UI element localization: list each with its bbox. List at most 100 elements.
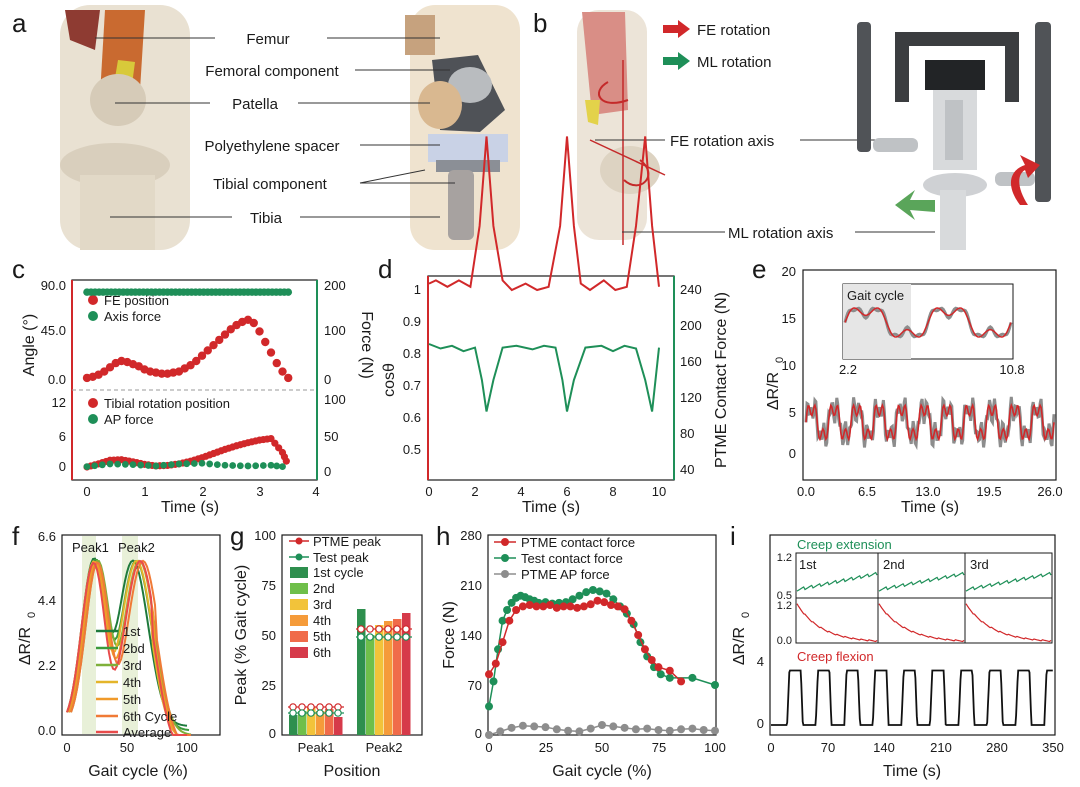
svg-text:0: 0: [767, 740, 774, 755]
bar: [366, 635, 375, 735]
svg-text:5: 5: [789, 405, 796, 420]
svg-text:AP force: AP force: [104, 412, 154, 427]
xlabel-f: Gait cycle (%): [88, 763, 188, 780]
panel-letter-g: g: [230, 521, 244, 551]
label-patella: Patella: [115, 96, 430, 113]
bar: [289, 715, 298, 735]
svg-text:0.0: 0.0: [797, 484, 815, 499]
svg-text:2nd: 2nd: [313, 581, 335, 596]
svg-text:Test contact force: Test contact force: [521, 551, 623, 566]
force-point: [665, 666, 674, 675]
svg-text:1st: 1st: [799, 557, 817, 572]
creep-flexion-line: [965, 603, 1052, 643]
fe-position-point: [220, 330, 230, 339]
ap-force-point: [213, 461, 221, 468]
svg-text:0.0: 0.0: [777, 635, 792, 647]
fe-position-point: [157, 369, 166, 378]
xlabel-i: Time (s): [883, 763, 941, 780]
marks-d: [428, 136, 660, 412]
force-point: [634, 631, 643, 639]
force-point: [654, 726, 663, 734]
svg-text:0: 0: [83, 484, 90, 499]
svg-text:0: 0: [324, 464, 331, 479]
svg-text:4: 4: [757, 654, 764, 669]
svg-text:5th: 5th: [313, 629, 331, 644]
legend-ml-rotation: ML rotation: [663, 52, 771, 71]
svg-text:PTME peak: PTME peak: [313, 534, 381, 549]
panel-letter-i: i: [730, 521, 736, 551]
ylabel-left-d: cosθ: [381, 363, 398, 397]
svg-text:4: 4: [517, 484, 524, 499]
plot-frame-f: [61, 534, 221, 736]
svg-text:200: 200: [324, 278, 346, 293]
svg-text:50: 50: [262, 628, 276, 643]
test-peak-point: [357, 633, 365, 641]
ap-force-point: [252, 462, 260, 470]
svg-text:4th: 4th: [123, 675, 141, 690]
marks-e: [804, 306, 1056, 451]
force-point: [539, 602, 548, 611]
svg-text:1: 1: [141, 484, 148, 499]
svg-text:2.2: 2.2: [839, 362, 857, 377]
test-peak-point: [366, 633, 374, 641]
force-point: [568, 595, 577, 604]
svg-text:0: 0: [63, 740, 70, 755]
ap-force-point: [144, 462, 152, 469]
creep-extension-line: [796, 571, 878, 592]
panel-a: a Femur Femo: [12, 5, 520, 250]
svg-text:FE position: FE position: [104, 293, 169, 308]
force-point: [631, 725, 640, 734]
svg-text:PTME AP force: PTME AP force: [521, 567, 610, 582]
force-point: [665, 673, 674, 682]
force-point: [564, 726, 573, 735]
test-peak-point: [334, 709, 342, 717]
svg-text:1st: 1st: [123, 624, 141, 639]
svg-text:140: 140: [873, 740, 895, 755]
ylabel-left-c: Angle (°): [21, 314, 38, 376]
svg-text:ΔR/R: ΔR/R: [731, 627, 748, 665]
ap-force-point: [198, 459, 206, 467]
yticks-f: 6.6 4.4 2.2 0.0: [38, 529, 56, 738]
force-point: [677, 677, 686, 686]
svg-text:240: 240: [680, 282, 702, 297]
force-point: [688, 673, 697, 682]
legend-fe-rotation: FE rotation: [663, 20, 770, 39]
svg-text:ΔR/R: ΔR/R: [17, 627, 34, 665]
inset-smoothed-signal: [844, 307, 1012, 338]
svg-text:13.0: 13.0: [915, 484, 940, 499]
svg-text:0.8: 0.8: [403, 346, 421, 361]
panel-e: e 20 15 10 5 0 0.0 6.5 13.0 19.5 26.0 Ti…: [752, 254, 1063, 516]
fe-position-point: [203, 346, 212, 355]
svg-text:200: 200: [680, 318, 702, 333]
svg-text:ML rotation: ML rotation: [697, 54, 771, 71]
panel-letter-c: c: [12, 254, 25, 284]
fe-position-point: [100, 367, 109, 376]
legend-f: 1st 2bd 3rd 4th 5th 6th Cycle Average: [96, 624, 177, 740]
bar: [375, 625, 384, 735]
force-point: [586, 600, 595, 609]
ap-force-point: [183, 460, 191, 468]
signal-line: [771, 669, 1053, 726]
force-point: [498, 616, 507, 625]
legend-dot-ap-force: [88, 414, 98, 424]
axis-force-point: [284, 288, 293, 296]
svg-text:2: 2: [471, 484, 478, 499]
xtick-peak1: Peak1: [298, 740, 335, 755]
force-point: [498, 638, 507, 647]
svg-text:3rd: 3rd: [970, 557, 989, 572]
svg-text:0.5: 0.5: [777, 590, 792, 602]
ap-force-point: [190, 460, 198, 467]
smoothed-signal-line: [805, 402, 1055, 442]
svg-text:0.7: 0.7: [403, 378, 421, 393]
svg-text:FE rotation axis: FE rotation axis: [670, 133, 774, 150]
legend-g: PTME peak Test peak 1st cycle 2nd 3rd 4t…: [289, 534, 381, 660]
fe-position-point: [186, 361, 195, 370]
force-point: [575, 591, 584, 600]
marks-h: [485, 586, 719, 739]
bar: [334, 717, 343, 735]
svg-text:100: 100: [704, 740, 726, 755]
yticks-e: 20 15 10 5 0: [782, 264, 796, 461]
ap-force-point: [273, 462, 281, 470]
svg-text:6.5: 6.5: [858, 484, 876, 499]
force-point: [552, 603, 561, 612]
